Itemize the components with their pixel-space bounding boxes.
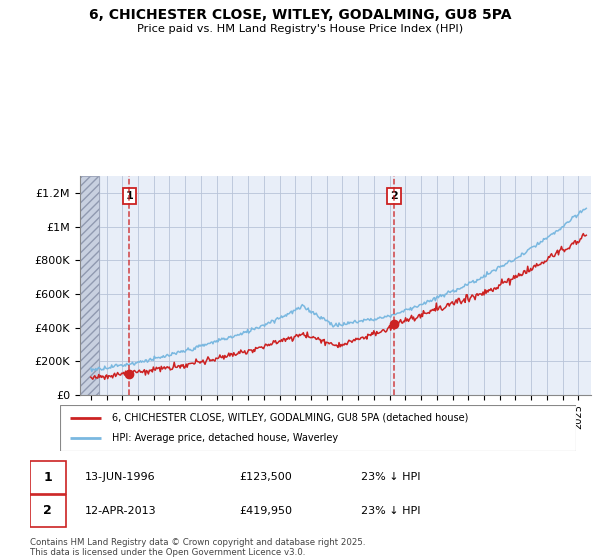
Bar: [80, 176, 98, 395]
Text: HPI: Average price, detached house, Waverley: HPI: Average price, detached house, Wave…: [112, 433, 338, 443]
Text: 1: 1: [125, 191, 133, 201]
Text: Price paid vs. HM Land Registry's House Price Index (HPI): Price paid vs. HM Land Registry's House …: [137, 24, 463, 34]
Text: 6, CHICHESTER CLOSE, WITLEY, GODALMING, GU8 5PA (detached house): 6, CHICHESTER CLOSE, WITLEY, GODALMING, …: [112, 413, 468, 423]
Text: 23% ↓ HPI: 23% ↓ HPI: [361, 506, 421, 516]
Text: £419,950: £419,950: [240, 506, 293, 516]
FancyBboxPatch shape: [60, 405, 576, 451]
FancyBboxPatch shape: [30, 494, 66, 528]
Text: 2: 2: [390, 191, 398, 201]
Text: Contains HM Land Registry data © Crown copyright and database right 2025.
This d: Contains HM Land Registry data © Crown c…: [30, 538, 365, 557]
Bar: [80, 176, 98, 395]
Text: 12-APR-2013: 12-APR-2013: [85, 506, 157, 516]
FancyBboxPatch shape: [30, 461, 66, 494]
Text: 2: 2: [43, 505, 52, 517]
Text: 6, CHICHESTER CLOSE, WITLEY, GODALMING, GU8 5PA: 6, CHICHESTER CLOSE, WITLEY, GODALMING, …: [89, 8, 511, 22]
Text: 1: 1: [43, 471, 52, 484]
Text: 13-JUN-1996: 13-JUN-1996: [85, 473, 156, 482]
Text: 23% ↓ HPI: 23% ↓ HPI: [361, 473, 421, 482]
Text: £123,500: £123,500: [240, 473, 293, 482]
